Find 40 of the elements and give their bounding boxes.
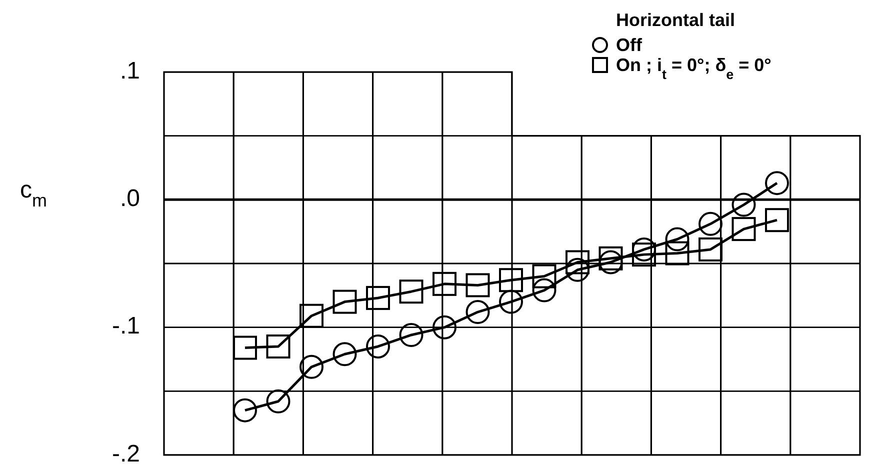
point [532, 278, 556, 302]
point [366, 334, 390, 358]
legend-label: Off [616, 35, 643, 55]
legend-title: Horizontal tail [616, 10, 736, 30]
y-tick-label: .0 [120, 185, 140, 212]
point [665, 241, 690, 266]
point [466, 300, 490, 324]
point [632, 242, 656, 267]
point [300, 354, 324, 379]
point [266, 334, 290, 358]
point [233, 336, 257, 360]
point [598, 250, 623, 274]
point [432, 272, 456, 296]
point [432, 315, 456, 340]
point [532, 264, 556, 288]
point [399, 280, 424, 304]
point [698, 237, 722, 262]
point [732, 217, 756, 242]
legend-label: On ; i$_{t}$ = 0°; δ$_{e}$ = 0° [616, 55, 772, 82]
point [566, 250, 590, 274]
y-tick-label: -.2 [112, 440, 140, 468]
point [765, 208, 789, 232]
point [698, 212, 722, 236]
point [399, 322, 424, 347]
point [499, 268, 523, 292]
y-axis-title: c$_{m}$ [20, 177, 47, 210]
point [332, 342, 357, 366]
y-tick-label: -.1 [112, 312, 140, 340]
point [266, 389, 290, 414]
point [732, 192, 756, 217]
point [466, 273, 490, 298]
point [765, 171, 789, 196]
point [499, 290, 523, 314]
point [366, 286, 390, 310]
point [300, 304, 324, 328]
point [598, 246, 623, 270]
y-tick-label: .1 [120, 57, 140, 84]
point [233, 398, 257, 422]
point [665, 227, 690, 252]
point [332, 290, 357, 314]
